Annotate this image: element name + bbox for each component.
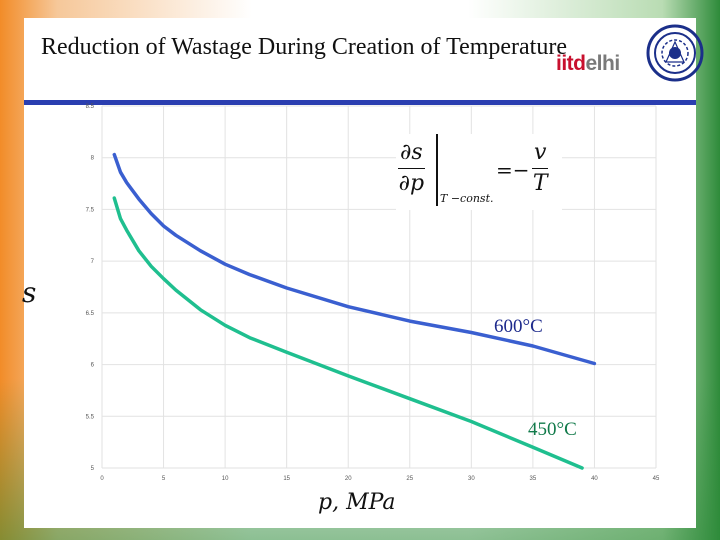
grid bbox=[101, 105, 657, 469]
x-tick-label: 0 bbox=[100, 476, 104, 482]
x-tick-label: 30 bbox=[468, 476, 475, 482]
x-tick-label: 45 bbox=[653, 476, 660, 482]
slide: Reduction of Wastage During Creation of … bbox=[24, 18, 704, 528]
x-tick-label: 10 bbox=[222, 476, 229, 482]
series-lines bbox=[112, 152, 597, 470]
series-label-600c: 600°C bbox=[494, 316, 543, 337]
series-label-450c: 450°C bbox=[528, 419, 577, 440]
logo-text-red: iitd bbox=[556, 52, 586, 75]
x-tick-label: 35 bbox=[530, 476, 537, 482]
series-line-0 bbox=[112, 152, 597, 366]
y-tick-label: 7.5 bbox=[86, 207, 95, 213]
slide-title: Reduction of Wastage During Creation of … bbox=[40, 34, 567, 60]
title-divider bbox=[24, 100, 696, 105]
iitd-emblem-icon bbox=[646, 24, 704, 82]
y-tick-label: 7 bbox=[91, 259, 95, 265]
y-tick-label: 8 bbox=[91, 156, 95, 162]
iitd-logo: iitdelhi bbox=[556, 52, 620, 76]
formula-partial-fraction: ∂s ∂p bbox=[398, 138, 425, 199]
entropy-derivative-formula: ∂s ∂p T −const. =− v T bbox=[396, 134, 562, 210]
formula-rhs-denominator: T bbox=[532, 171, 548, 196]
x-tick-label: 20 bbox=[345, 476, 352, 482]
x-tick-label: 40 bbox=[591, 476, 598, 482]
formula-rhs-fraction: v T bbox=[532, 138, 549, 199]
logo-text-grey: elhi bbox=[585, 52, 621, 75]
formula-equals: =− bbox=[496, 158, 530, 182]
y-tick-label: 6.5 bbox=[86, 311, 95, 317]
y-tick-label: 5.5 bbox=[86, 414, 95, 420]
x-axis-label: p, MPa bbox=[318, 490, 396, 515]
y-tick-label: 6 bbox=[91, 363, 95, 369]
x-tick-label: 25 bbox=[406, 476, 413, 482]
formula-evaluation-bar bbox=[436, 134, 438, 206]
formula-rhs-numerator: v bbox=[532, 138, 549, 169]
x-tick-label: 5 bbox=[162, 476, 166, 482]
y-tick-label: 8.5 bbox=[86, 104, 95, 110]
series-line-1 bbox=[112, 196, 584, 470]
x-tick-label: 15 bbox=[283, 476, 290, 482]
y-axis-label: s bbox=[22, 276, 37, 309]
formula-numerator: ∂s bbox=[398, 138, 425, 169]
formula-condition: T −const. bbox=[440, 192, 494, 205]
formula-denominator: ∂p bbox=[398, 171, 425, 196]
y-tick-label: 5 bbox=[91, 466, 95, 472]
